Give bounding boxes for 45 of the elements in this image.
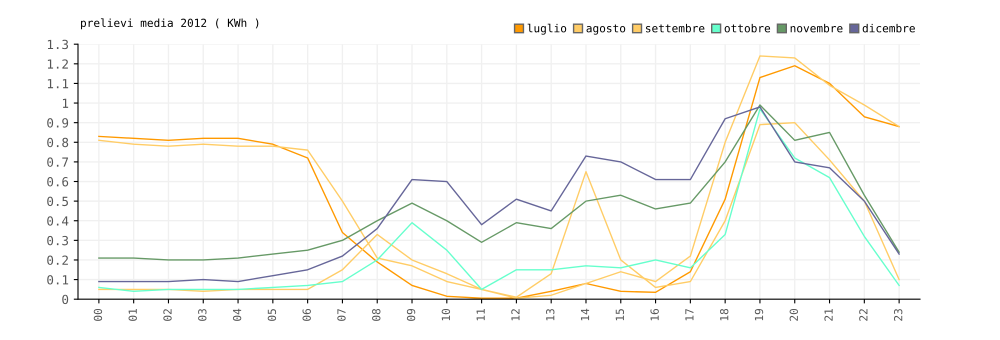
x-tick-label: 09 [406,308,416,321]
y-tick-label: 0.8 [47,138,68,148]
y-tick-label: 0.6 [47,177,68,186]
x-tick-label: 04 [232,308,242,321]
x-tick-label: 00 [94,308,102,321]
x-tick-label: 15 [616,309,624,320]
legend-label: ottobre [724,24,770,32]
x-tick-label: 16 [650,308,659,320]
x-tick-label: 06 [302,308,311,321]
x-tick-label: 05 [268,309,276,321]
legend-label: agosto [586,24,626,35]
x-tick-label: 17 [685,309,694,320]
x-tick-label: 23 [894,309,902,321]
x-tick-label: 08 [372,308,380,321]
y-tick-label: 0.9 [47,118,68,128]
y-tick-label: 0.2 [47,255,68,265]
y-tick-label: 1.1 [48,79,68,88]
x-tick-label: 07 [337,309,346,321]
y-tick-label: 1 [62,98,68,108]
y-tick-label: 1.3 [48,40,68,50]
x-tick-label: 01 [128,308,137,321]
chart-title: prelievi media 2012 ( KWh ) [81,18,258,30]
x-tick-label: 21 [824,308,833,321]
x-tick-label: 22 [859,309,868,321]
y-tick-label: 0.1 [47,275,68,285]
x-tick-label: 13 [546,309,554,320]
x-tick-label: 12 [511,309,520,320]
y-tick-label: 0.4 [47,216,68,226]
legend-label: luglio [528,24,566,35]
y-tick-label: 1.2 [48,59,68,69]
x-tick-label: 18 [720,308,728,320]
y-tick-label: 0.5 [47,196,68,206]
legend-label: dicembre [862,24,915,32]
y-tick-label: 0 [62,294,68,304]
legend-label: novembre [790,24,842,32]
x-tick-label: 02 [163,309,172,321]
x-tick-label: 20 [790,308,798,321]
x-tick-label: 19 [754,308,764,320]
x-tick-label: 14 [580,308,590,320]
x-tick-label: 10 [442,308,450,320]
y-tick-label: 0.7 [47,157,68,167]
legend-label: settembre [646,24,704,32]
x-tick-label: 11 [476,308,485,320]
x-tick-label: 03 [198,309,207,321]
y-tick-label: 0.3 [47,236,68,246]
